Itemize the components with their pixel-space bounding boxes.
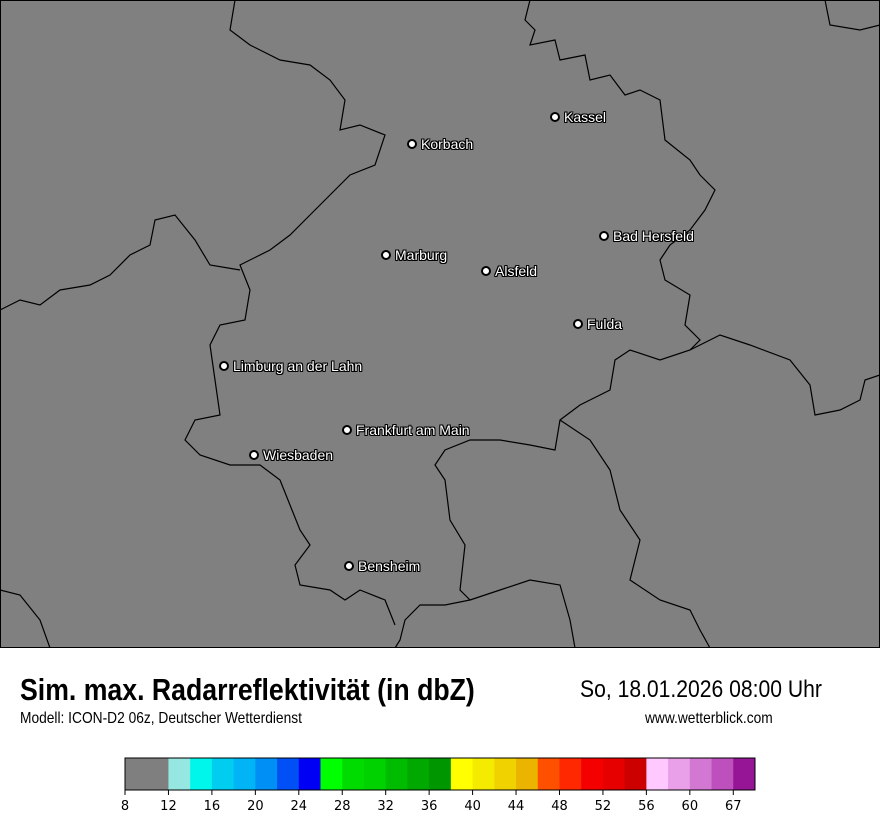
colorbar-segment [385,758,408,790]
colorbar-segment [733,758,756,790]
city-label: Wiesbaden [263,447,334,463]
colorbar-segment [168,758,191,790]
colorbar-tick-label: 40 [464,799,481,814]
colorbar-segment [472,758,495,790]
colorbar-segment [711,758,734,790]
website-link[interactable]: www.wetterblick.com [645,710,773,727]
colorbar-segment [537,758,560,790]
colorbar-segment [429,758,452,790]
city-dot-icon [342,425,352,435]
colorbar-tick-label: 28 [334,799,351,814]
city-marker: Fulda [573,316,622,332]
city-label: Bensheim [358,558,421,574]
city-label: Limburg an der Lahn [233,358,363,374]
city-dot-icon [344,561,354,571]
colorbar-segment [125,758,169,790]
colorbar-segment [407,758,430,790]
colorbar-segment [233,758,256,790]
colorbar-segment [190,758,213,790]
city-dot-icon [381,250,391,260]
colorbar-segment [277,758,300,790]
colorbar-segment [450,758,474,790]
city-dot-icon [219,361,229,371]
colorbar-segment [363,758,387,790]
colorbar-tick-label: 67 [725,799,742,814]
colorbar-segment [494,758,517,790]
colorbar-segment [298,758,322,790]
colorbar-segment [602,758,626,790]
city-label: Alsfeld [495,263,538,279]
colorbar-tick-label: 52 [595,799,612,814]
valid-time: So, 18.01.2026 08:00 Uhr [580,676,822,703]
colorbar-tick-label: 36 [421,799,438,814]
border-hesse [394,0,716,648]
colorbar-tick-label: 60 [682,799,699,814]
colorbar-tick-label: 20 [247,799,264,814]
colorbar-tick-label: 24 [291,799,308,814]
colorbar-segment [516,758,539,790]
colorbar-segment [211,758,235,790]
city-marker: Wiesbaden [249,447,333,463]
city-dot-icon [407,139,417,149]
city-label: Marburg [395,247,448,263]
colorbar-segment [646,758,669,790]
colorbar-segment [559,758,582,790]
city-label: Bad Hersfeld [613,228,694,244]
colorbar-segment [624,758,647,790]
colorbar-tick-label: 56 [638,799,655,814]
border-bw [0,589,51,648]
colorbar-segment [342,758,365,790]
colorbar-tick-label: 44 [508,799,525,814]
colorbar-segment [255,758,278,790]
colorbar-tick-label: 16 [204,799,221,814]
city-marker: Korbach [407,136,473,152]
city-dot-icon [550,112,560,122]
state-borders [0,0,880,648]
colorbar-tick-label: 32 [377,799,394,814]
map-title: Sim. max. Radarreflektivität (in dbZ) [20,672,475,707]
city-marker: Marburg [381,247,447,263]
border-thuringia [824,0,880,31]
city-label: Frankfurt am Main [356,422,470,438]
city-label: Korbach [421,136,474,152]
city-dot-icon [599,231,609,241]
border-south2 [469,579,576,648]
colorbar-tick-label: 8 [121,799,129,814]
city-marker: Bad Hersfeld [599,228,694,244]
city-dot-icon [249,450,259,460]
city-marker: Alsfeld [481,263,537,279]
border-rlp [0,214,241,311]
border-south [559,419,711,648]
colorbar-tick-label: 48 [551,799,568,814]
colorbar-tick-label: 12 [160,799,177,814]
border-bavaria [689,334,880,416]
city-dot-icon [481,266,491,276]
border-hesse-west [184,0,396,626]
city-marker: Kassel [550,109,606,125]
colorbar-segment [668,758,691,790]
colorbar: 8 12 16 20 24 28 32 36 40 44 48 52 56 60 67 [121,757,756,814]
city-label: Kassel [564,109,607,125]
city-label: Fulda [587,316,623,332]
map: Kassel Korbach Bad Hersfeld Marburg Alsf… [0,0,880,648]
city-dot-icon [573,319,583,329]
colorbar-segment [320,758,343,790]
city-marker: Frankfurt am Main [342,422,470,438]
city-marker: Bensheim [344,558,420,574]
colorbar-segment [581,758,604,790]
colorbar-segment [689,758,713,790]
model-info: Modell: ICON-D2 06z, Deutscher Wetterdie… [20,710,302,727]
city-marker: Limburg an der Lahn [219,358,362,374]
